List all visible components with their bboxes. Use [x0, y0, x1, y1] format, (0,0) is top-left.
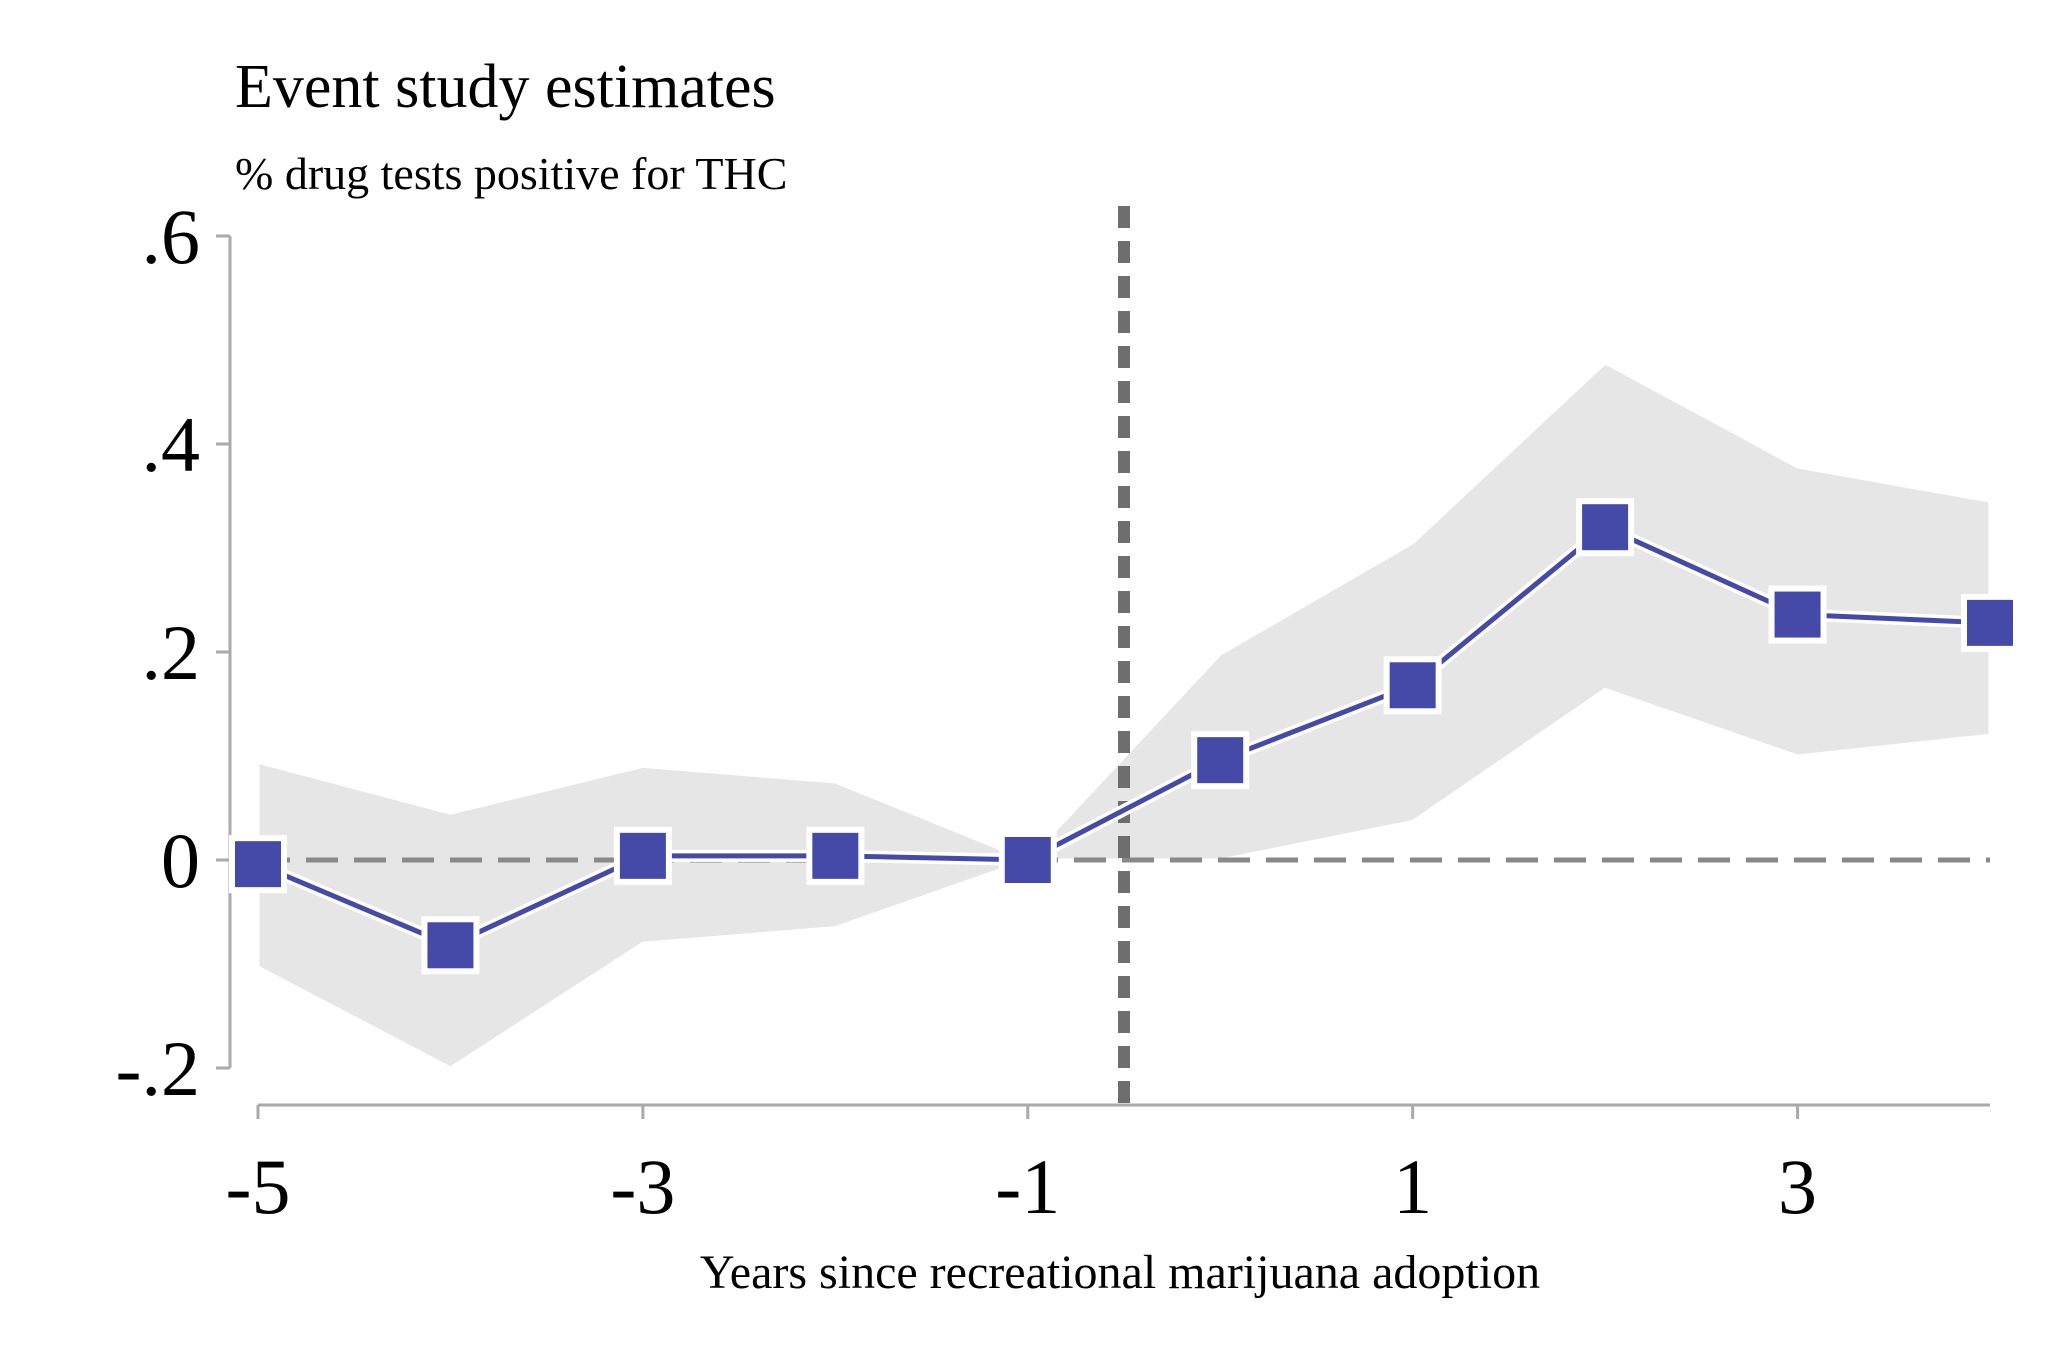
- x-tick-label: 1: [1393, 1143, 1432, 1230]
- data-point-marker: [421, 916, 480, 975]
- data-point-marker: [806, 826, 865, 885]
- reference-lines-layer: [258, 206, 1990, 1105]
- x-tick-label: -3: [610, 1143, 675, 1230]
- x-tick-label: -5: [226, 1143, 291, 1230]
- x-tick-label: -1: [995, 1143, 1060, 1230]
- data-point-marker: [998, 831, 1057, 889]
- chart-subtitle: % drug tests positive for THC: [235, 148, 787, 199]
- axes-layer: [216, 234, 1990, 1119]
- data-point-marker: [613, 826, 672, 885]
- x-tick-label: 3: [1778, 1143, 1817, 1230]
- data-point-marker: [1383, 656, 1442, 715]
- y-tick-label: -.2: [116, 1025, 200, 1112]
- tick-labels-layer: -.2 0 .2 .4 .6 -5 -3 -1 1 3: [116, 193, 1818, 1230]
- ci-band-layer: [256, 361, 1992, 1070]
- y-tick-label: .2: [142, 609, 201, 696]
- y-tick-label: 0: [161, 817, 200, 904]
- chart-title: Event study estimates: [235, 53, 776, 121]
- y-tick-label: .4: [142, 401, 201, 488]
- data-point-marker: [1961, 593, 2019, 652]
- series-layer: [229, 498, 2019, 975]
- confidence-band: [256, 361, 1992, 1070]
- data-point-marker: [1576, 498, 1635, 557]
- data-point-marker: [1768, 585, 1827, 644]
- y-tick-label: .6: [142, 193, 201, 280]
- series-line: [257, 524, 1991, 948]
- data-point-marker: [1191, 731, 1250, 790]
- data-point-marker: [229, 835, 287, 894]
- x-axis-label: Years since recreational marijuana adopt…: [700, 1246, 1540, 1299]
